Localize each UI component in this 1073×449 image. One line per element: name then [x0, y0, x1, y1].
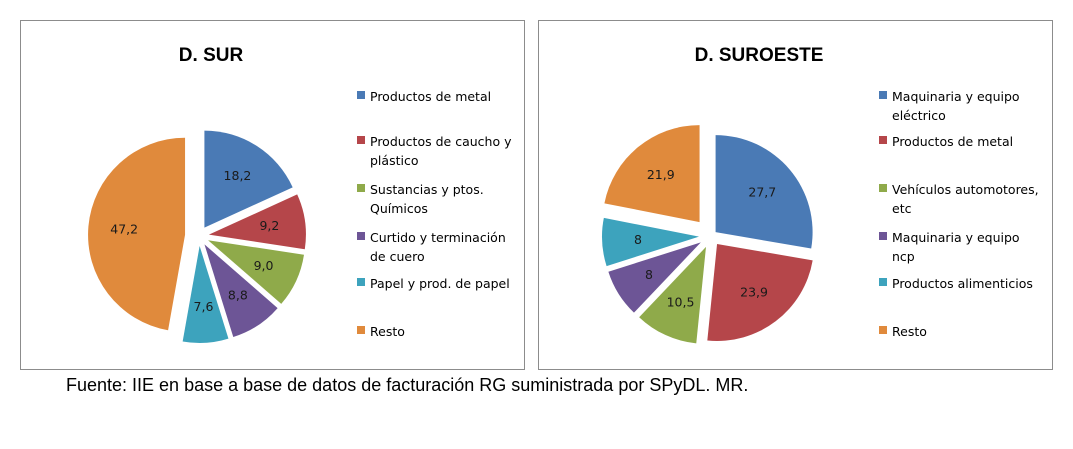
legend-label: Papel y prod. de papel — [370, 276, 510, 291]
legend-label: Vehículos automotores, etc — [892, 182, 1039, 216]
slice-data-label: 10,5 — [667, 294, 695, 309]
slice-data-label: 21,9 — [647, 167, 675, 182]
slice-data-label: 47,2 — [110, 221, 138, 236]
pie-slice — [182, 245, 229, 343]
legend-swatch — [879, 232, 887, 240]
chart-panel-suroeste: D. SUROESTE 27,7 23,9 10,5 8 8 21,9 Maquinari… — [538, 20, 1053, 370]
legend-label: Maquinaria y equipo eléctrico — [892, 89, 1020, 123]
legend-item: Productos de metal — [879, 132, 1013, 151]
legend-swatch — [357, 136, 365, 144]
pie-slice — [639, 246, 706, 344]
legend-label: Productos de caucho y plástico — [370, 134, 512, 168]
legend-swatch — [879, 278, 887, 286]
legend-swatch — [357, 278, 365, 286]
legend-label: Sustancias y ptos. Químicos — [370, 182, 484, 216]
legend-swatch — [357, 232, 365, 240]
legend-swatch — [879, 91, 887, 99]
legend-label: Maquinaria y equipo ncp — [892, 230, 1020, 264]
legend-item: Resto — [879, 322, 927, 341]
pie-slice — [88, 137, 186, 331]
chart-title: D. SUR — [178, 45, 244, 66]
pie-slice — [208, 240, 304, 304]
legend-swatch — [357, 184, 365, 192]
pie-chart-sur: 18,2 9,2 9,0 8,8 7,6 47,2 — [88, 130, 306, 343]
legend-swatch — [879, 184, 887, 192]
legend-label: Productos de metal — [892, 134, 1014, 149]
legend-item: Curtido y terminación de cuero — [357, 228, 522, 266]
legend-item: Papel y prod. de papel — [357, 274, 510, 293]
legend-swatch — [879, 326, 887, 334]
legend-swatch — [357, 91, 365, 99]
pie-slice — [707, 243, 813, 341]
slice-data-label: 23,9 — [740, 285, 768, 300]
slice-data-label: 27,7 — [748, 185, 776, 200]
legend-label: Resto — [370, 324, 405, 339]
legend-swatch — [879, 136, 887, 144]
slice-data-label: 8,8 — [228, 288, 248, 303]
slice-data-label: 18,2 — [224, 168, 252, 183]
legend-label: Productos alimenticios — [892, 276, 1033, 291]
legend-item: Productos de caucho y plástico — [357, 132, 522, 170]
slice-data-label: 9,0 — [254, 258, 274, 273]
legend-label: Productos de metal — [370, 89, 492, 104]
slice-data-label: 9,2 — [259, 218, 279, 233]
legend-label: Resto — [892, 324, 927, 339]
pie-slice — [204, 244, 278, 337]
legend-label: Curtido y terminación de cuero — [370, 230, 506, 264]
slice-data-label: 8 — [645, 267, 653, 282]
chart-panel-sur: D. SUR 18,2 9,2 9,0 8,8 7,6 47,2 Productos de… — [20, 20, 525, 370]
slice-data-label: 7,6 — [194, 299, 214, 314]
legend-item: Productos de metal — [357, 87, 491, 106]
legend-item: Productos alimenticios — [879, 274, 1033, 293]
legend-item: Maquinaria y equipo ncp — [879, 228, 1044, 266]
legend-item: Resto — [357, 322, 405, 341]
slice-data-label: 8 — [634, 232, 642, 247]
chart-title: D. SUROESTE — [694, 45, 824, 66]
legend-swatch — [357, 326, 365, 334]
source-note: Fuente: IIE en base a base de datos de f… — [66, 375, 749, 395]
pie-slice — [715, 135, 813, 249]
legend-item: Sustancias y ptos. Químicos — [357, 180, 522, 218]
legend-item: Maquinaria y equipo eléctrico — [879, 87, 1044, 125]
pie-slice — [602, 217, 700, 267]
legend-item: Vehículos automotores, etc — [879, 180, 1044, 218]
pie-slice — [208, 194, 306, 250]
pie-slice — [604, 125, 700, 223]
pie-slice — [204, 130, 293, 228]
pie-chart-suroeste: 27,7 23,9 10,5 8 8 21,9 — [602, 125, 813, 344]
pie-slice — [608, 242, 701, 313]
